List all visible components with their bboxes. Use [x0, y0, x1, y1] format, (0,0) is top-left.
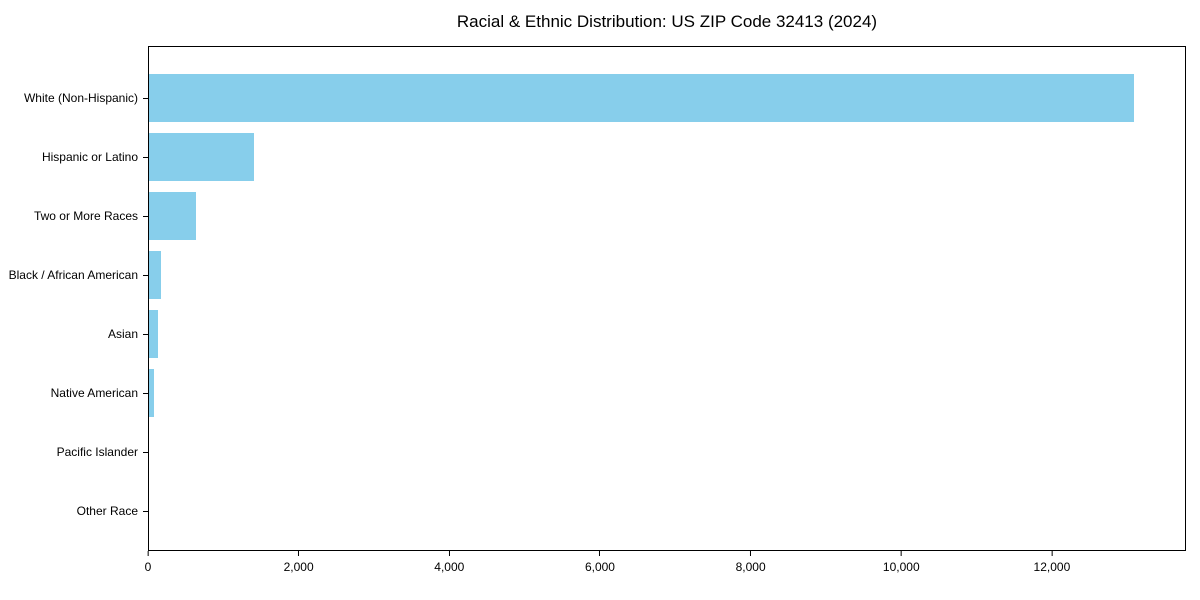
y-tick-mark — [143, 392, 148, 394]
x-tick: 6,000 — [585, 551, 615, 574]
x-tick-label: 12,000 — [1033, 560, 1071, 574]
x-axis: 0 2,000 4,000 6,000 8,000 10,000 12,000 — [144, 551, 1186, 591]
y-tick-mark — [143, 98, 148, 100]
y-tick-mark — [143, 216, 148, 218]
plot-area: White (Non-Hispanic) Hispanic or Latino Tw… — [9, 46, 1186, 551]
bar — [149, 309, 159, 358]
x-tick-mark — [1051, 551, 1053, 556]
category-label: White (Non-Hispanic) — [23, 91, 138, 106]
x-tick-label: 0 — [144, 560, 152, 574]
x-tick: 12,000 — [1033, 551, 1071, 574]
x-tick-mark — [599, 551, 601, 556]
category-label: Pacific Islander — [56, 444, 138, 459]
x-tick: 4,000 — [434, 551, 464, 574]
y-tick-mark — [143, 333, 148, 335]
bar-row: Other Race — [77, 481, 1185, 540]
bar-row: Asian — [108, 305, 1185, 364]
x-tick-mark — [750, 551, 752, 556]
bar-row: Pacific Islander — [57, 422, 1185, 481]
bar — [149, 192, 196, 241]
x-tick: 2,000 — [284, 551, 314, 574]
category-label: Two or More Races — [33, 209, 138, 224]
x-tick-mark — [448, 551, 450, 556]
bar-row: Black / African American — [9, 246, 1185, 305]
category-label: Native American — [50, 385, 138, 400]
category-label: Asian — [107, 326, 138, 341]
x-tick-label: 4,000 — [434, 560, 465, 574]
x-tick-mark — [900, 551, 902, 556]
bar-row: White (Non-Hispanic) — [24, 69, 1185, 128]
bar — [149, 251, 162, 300]
bar-row: Hispanic or Latino — [42, 128, 1185, 187]
x-tick-label: 10,000 — [882, 560, 920, 574]
bar-row: Native American — [51, 363, 1185, 422]
x-tick: 0 — [144, 551, 152, 574]
x-tick-label: 2,000 — [283, 560, 314, 574]
y-tick-mark — [143, 157, 148, 159]
x-tick-label: 6,000 — [584, 560, 615, 574]
bar — [149, 368, 155, 417]
y-tick-mark — [143, 451, 148, 453]
category-label: Hispanic or Latino — [41, 150, 138, 165]
x-tick: 8,000 — [736, 551, 766, 574]
category-label: Other Race — [76, 503, 138, 518]
x-tick-mark — [298, 551, 300, 556]
y-tick-mark — [143, 275, 148, 277]
y-tick-mark — [143, 510, 148, 512]
x-tick-label: 8,000 — [735, 560, 766, 574]
bar — [149, 74, 1134, 123]
x-tick: 10,000 — [883, 551, 920, 574]
bar-row: Two or More Races — [34, 187, 1185, 246]
category-label: Black / African American — [8, 268, 138, 283]
chart-title: Racial & Ethnic Distribution: US ZIP Cod… — [456, 12, 878, 31]
bar — [149, 133, 255, 182]
x-tick-mark — [147, 551, 149, 556]
